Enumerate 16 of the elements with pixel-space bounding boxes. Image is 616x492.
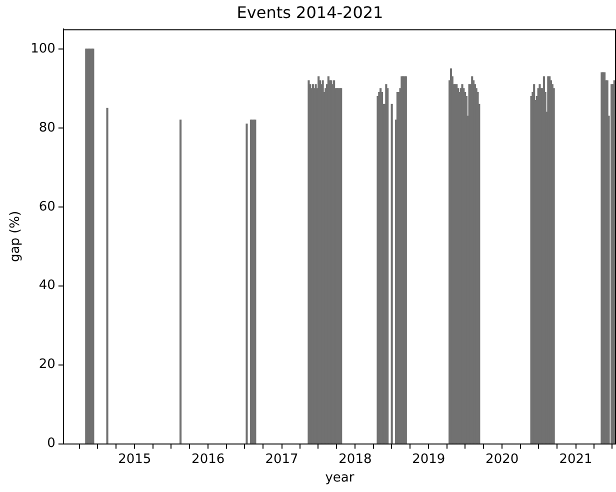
y-tick-label: 60 [38, 199, 56, 214]
y-axis-title: gap (%) [8, 210, 24, 262]
x-tick-label: 2015 [118, 452, 152, 467]
x-axis-title: year [325, 470, 355, 486]
x-tick-label: 2020 [486, 452, 519, 467]
y-tick-label: 100 [30, 41, 56, 56]
x-tick-label: 2016 [192, 452, 225, 467]
y-tick-label: 0 [47, 436, 56, 452]
y-tick-label: 20 [38, 357, 56, 372]
x-tick-label: 2019 [412, 452, 446, 467]
y-tick-label: 80 [38, 120, 56, 136]
x-tick-label: 2017 [265, 452, 298, 467]
x-tick-label: 2021 [559, 452, 592, 467]
x-tick-label: 2018 [338, 452, 372, 467]
chart-title: Events 2014-2021 [236, 2, 384, 22]
y-tick-label: 40 [38, 278, 56, 294]
